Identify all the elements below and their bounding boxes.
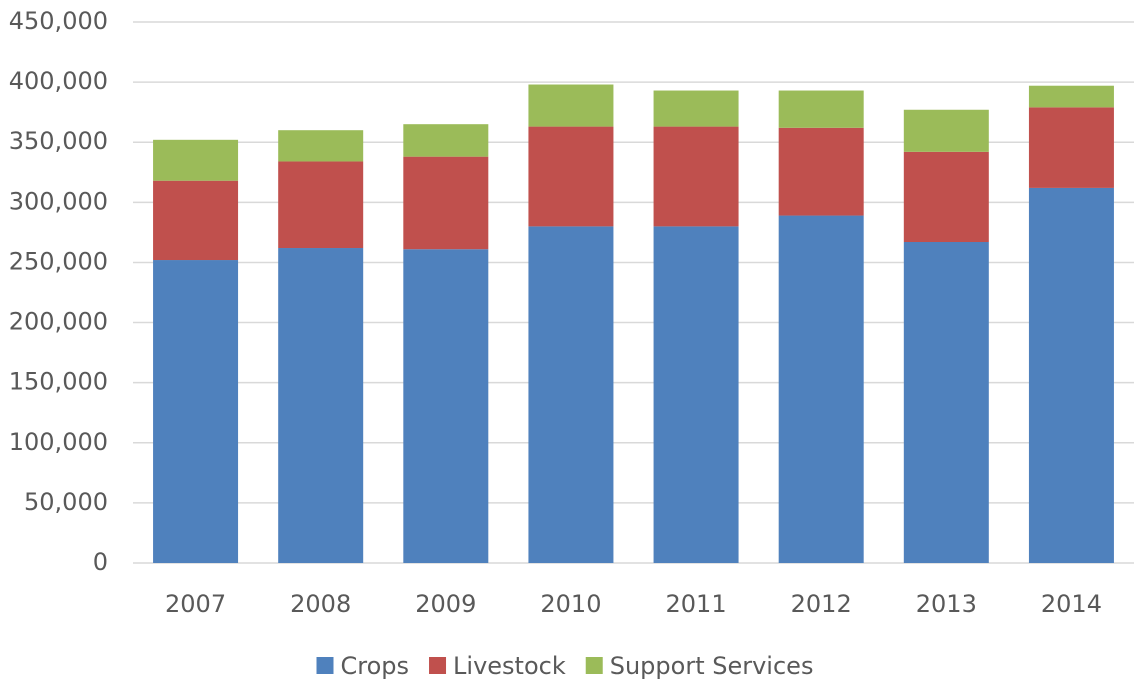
bar-segment bbox=[528, 84, 614, 127]
y-tick-label: 100,000 bbox=[9, 428, 108, 456]
bar-segment bbox=[403, 249, 489, 563]
y-tick-label: 200,000 bbox=[9, 308, 108, 336]
bar-segment bbox=[778, 215, 864, 563]
y-tick-label: 250,000 bbox=[9, 247, 108, 275]
x-tick-label: 2014 bbox=[1041, 590, 1102, 618]
x-tick-label: 2008 bbox=[290, 590, 351, 618]
y-tick-label: 150,000 bbox=[9, 368, 108, 396]
legend-swatch bbox=[585, 657, 603, 674]
legend-swatch bbox=[429, 657, 447, 674]
legend-label: Crops bbox=[341, 652, 410, 680]
bar-segment bbox=[653, 90, 739, 127]
bar-segment bbox=[403, 156, 489, 250]
y-tick-label: 450,000 bbox=[9, 7, 108, 35]
x-tick-label: 2011 bbox=[666, 590, 727, 618]
bar-segment bbox=[278, 161, 364, 249]
x-tick-label: 2009 bbox=[415, 590, 476, 618]
bar-segment bbox=[528, 226, 614, 563]
y-tick-label: 400,000 bbox=[9, 67, 108, 95]
x-tick-label: 2007 bbox=[165, 590, 226, 618]
y-tick-label: 300,000 bbox=[9, 187, 108, 215]
x-tick-label: 2012 bbox=[791, 590, 852, 618]
bar-segment bbox=[778, 127, 864, 216]
bar-segment bbox=[278, 130, 364, 162]
bar-segment bbox=[1028, 107, 1114, 188]
x-tick-label: 2013 bbox=[916, 590, 977, 618]
y-tick-label: 0 bbox=[93, 548, 108, 576]
bar-segment bbox=[903, 242, 989, 564]
x-tick-label: 2010 bbox=[540, 590, 601, 618]
bar-segment bbox=[403, 124, 489, 157]
bar-segment bbox=[778, 90, 864, 128]
legend-label: Support Services bbox=[610, 652, 814, 680]
bar-segment bbox=[278, 248, 364, 564]
bar-segment bbox=[153, 260, 239, 563]
y-tick-label: 350,000 bbox=[9, 127, 108, 155]
legend-label: Livestock bbox=[453, 652, 566, 680]
bar-segment bbox=[653, 226, 739, 563]
bar-segment bbox=[153, 180, 239, 261]
bar-segment bbox=[653, 126, 739, 227]
bar-segment bbox=[528, 126, 614, 227]
bar-segment bbox=[903, 151, 989, 243]
y-tick-label: 50,000 bbox=[24, 488, 108, 516]
bar-segment bbox=[1028, 85, 1114, 108]
bar-segment bbox=[1028, 187, 1114, 563]
legend-swatch bbox=[316, 657, 334, 674]
bar-segment bbox=[153, 139, 239, 181]
bar-segment bbox=[903, 109, 989, 152]
